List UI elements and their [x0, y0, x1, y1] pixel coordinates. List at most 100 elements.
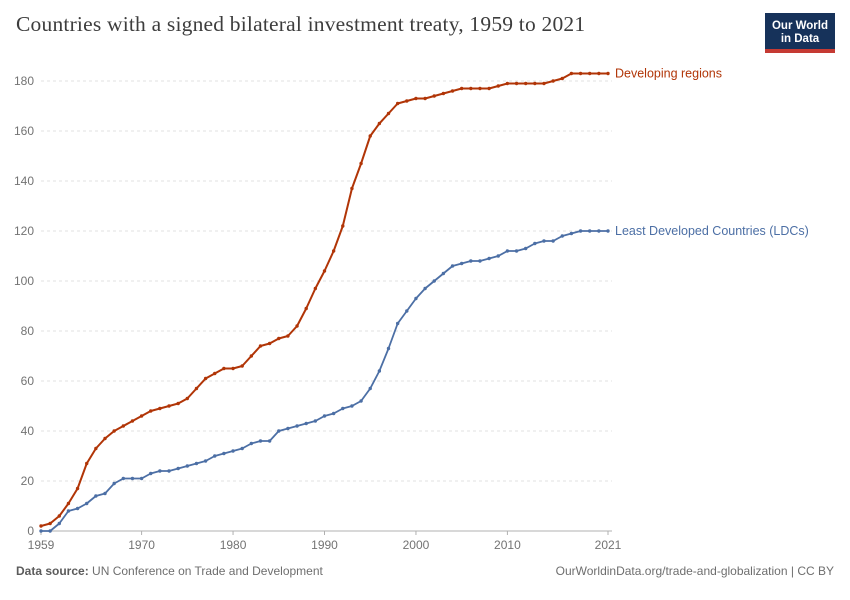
series-point — [377, 121, 382, 126]
series-point — [176, 401, 180, 406]
series-point — [606, 229, 610, 233]
chart-footer: Data source: UN Conference on Trade and … — [16, 564, 834, 578]
series-point — [423, 286, 427, 291]
series-point — [478, 86, 482, 91]
series-point — [249, 354, 254, 358]
y-axis-label: 140 — [14, 174, 34, 188]
series-point — [85, 461, 89, 466]
series-point — [414, 296, 418, 301]
series-point — [459, 86, 464, 91]
series-point — [240, 446, 244, 451]
series-point — [322, 269, 327, 273]
series-point — [533, 81, 537, 86]
series-point — [185, 396, 190, 401]
series-point — [377, 369, 382, 373]
series-point — [405, 309, 409, 313]
footer-attribution: OurWorldinData.org/trade-and-globalizati… — [556, 564, 834, 578]
logo-line-1: Our World — [771, 20, 828, 32]
series-point — [441, 91, 446, 96]
series-point — [258, 439, 263, 443]
series-point — [331, 249, 336, 253]
series-point — [286, 426, 290, 431]
series-point — [94, 494, 98, 498]
series-point — [350, 186, 354, 191]
logo-red-bar — [765, 49, 835, 53]
series-point — [405, 99, 409, 103]
y-axis-label: 20 — [21, 474, 35, 488]
series-point — [295, 324, 299, 328]
series-point — [203, 376, 208, 381]
series-point — [185, 464, 190, 468]
series-point — [112, 429, 116, 433]
series-point — [505, 249, 510, 253]
series-point — [277, 429, 281, 433]
series-point — [569, 231, 574, 236]
series-point — [368, 386, 372, 391]
series-point — [414, 96, 418, 101]
series-point — [533, 241, 537, 246]
series-point — [194, 386, 199, 391]
series-point — [48, 521, 52, 526]
y-axis-label: 100 — [14, 274, 34, 288]
series-point — [139, 476, 144, 481]
series-point — [149, 471, 153, 476]
series-point — [240, 364, 244, 368]
series-point — [368, 134, 372, 138]
data-source: Data source: UN Conference on Trade and … — [16, 564, 323, 578]
series-point — [450, 264, 455, 268]
series-line-developing-regions — [40, 72, 609, 527]
series-point — [176, 466, 180, 471]
series-point — [359, 399, 363, 403]
series-point — [213, 454, 217, 458]
series-point — [423, 96, 427, 101]
series-point — [139, 414, 144, 418]
series-point — [542, 81, 546, 86]
series-point — [231, 449, 235, 453]
series-point — [167, 404, 171, 408]
series-point — [39, 524, 43, 528]
series-point — [496, 254, 500, 258]
series-point — [57, 521, 61, 526]
series-end-label: Developing regions — [615, 67, 722, 81]
series-point — [523, 246, 528, 251]
x-axis-label: 1990 — [311, 538, 338, 552]
series-point — [313, 286, 318, 291]
series-point — [103, 491, 107, 496]
series-point — [222, 451, 226, 456]
footer-link[interactable]: OurWorldinData.org/trade-and-globalizati… — [555, 564, 788, 578]
series-point — [588, 71, 592, 76]
series-point — [130, 476, 135, 481]
series-point — [66, 509, 71, 513]
series-point — [386, 111, 391, 116]
series-point — [158, 406, 162, 411]
series-point — [75, 486, 80, 491]
series-point — [277, 336, 281, 341]
owid-logo: Our World in Data — [765, 13, 835, 53]
series-point — [432, 279, 436, 283]
series-point — [395, 101, 400, 106]
series-point — [386, 346, 391, 351]
series-point — [258, 344, 263, 348]
series-point — [66, 501, 71, 506]
series-point — [149, 409, 153, 413]
series-point — [578, 229, 583, 233]
series-point — [304, 421, 308, 426]
series-point — [359, 161, 363, 166]
series-point — [578, 71, 583, 76]
series-point — [249, 441, 254, 446]
series-point — [514, 249, 519, 253]
chart-title: Countries with a signed bilateral invest… — [16, 12, 586, 36]
series-point — [597, 229, 601, 233]
series-point — [514, 81, 519, 86]
series-point — [203, 459, 208, 463]
series-point — [542, 239, 546, 243]
series-point — [551, 79, 555, 83]
series-point — [267, 439, 272, 443]
series-point — [551, 239, 555, 243]
y-axis-label: 120 — [14, 224, 34, 238]
series-point — [322, 414, 327, 418]
series-point — [48, 529, 52, 533]
y-axis-label: 40 — [21, 424, 35, 438]
